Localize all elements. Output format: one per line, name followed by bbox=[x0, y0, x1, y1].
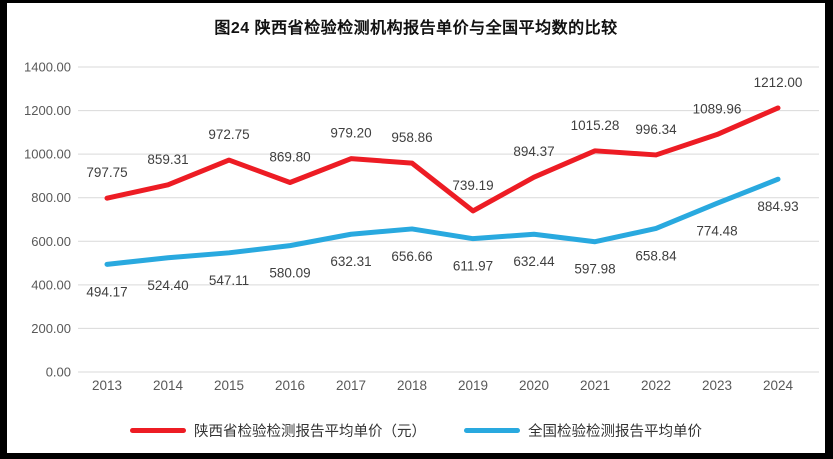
series-line-0 bbox=[104, 105, 781, 214]
y-tick-label: 800.00 bbox=[31, 190, 71, 205]
data-label-series0: 1212.00 bbox=[754, 75, 803, 90]
x-tick-label: 2023 bbox=[702, 378, 732, 393]
x-tick-label: 2018 bbox=[397, 378, 427, 393]
data-label-series0: 958.86 bbox=[391, 130, 432, 145]
legend-item-national: 全国检验检测报告平均单价 bbox=[464, 420, 702, 441]
legend-swatch-national bbox=[464, 428, 520, 433]
x-tick-label: 2016 bbox=[275, 378, 305, 393]
x-tick-label: 2020 bbox=[519, 378, 549, 393]
x-tick-label: 2015 bbox=[214, 378, 244, 393]
legend-swatch-shaanxi bbox=[130, 428, 186, 433]
data-label-series1: 774.48 bbox=[696, 223, 737, 238]
chart-legend: 陕西省检验检测报告平均单价（元） 全国检验检测报告平均单价 bbox=[7, 420, 825, 441]
data-label-series1: 632.44 bbox=[513, 254, 555, 269]
data-label-series1: 884.93 bbox=[757, 199, 798, 214]
data-label-series0: 996.34 bbox=[635, 122, 677, 137]
y-tick-label: 0.00 bbox=[46, 365, 71, 380]
data-label-series1: 658.84 bbox=[635, 248, 677, 263]
data-label-series0: 972.75 bbox=[208, 127, 249, 142]
y-tick-label: 200.00 bbox=[31, 321, 71, 336]
series-line-1 bbox=[104, 176, 781, 267]
y-tick-label: 400.00 bbox=[31, 277, 71, 292]
x-tick-label: 2021 bbox=[580, 378, 610, 393]
data-label-series1: 656.66 bbox=[391, 249, 432, 264]
data-label-series1: 524.40 bbox=[147, 278, 188, 293]
y-tick-label: 600.00 bbox=[31, 234, 71, 249]
data-label-series0: 859.31 bbox=[147, 152, 188, 167]
y-tick-label: 1400.00 bbox=[24, 60, 71, 75]
data-label-series1: 632.31 bbox=[330, 254, 371, 269]
data-label-series1: 494.17 bbox=[86, 284, 127, 299]
x-tick-label: 2013 bbox=[92, 378, 122, 393]
y-tick-label: 1200.00 bbox=[24, 103, 71, 118]
data-label-series1: 580.09 bbox=[269, 266, 310, 281]
chart-title: 图24 陕西省检验检测机构报告单价与全国平均数的比较 bbox=[214, 20, 618, 37]
data-label-series0: 797.75 bbox=[86, 165, 127, 180]
x-tick-label: 2014 bbox=[153, 378, 184, 393]
chart-canvas: 0.00 200.00 400.00 600.00 800.00 1000.00 1200.… bbox=[24, 60, 819, 393]
x-tick-label: 2022 bbox=[641, 378, 671, 393]
data-label-series0: 1089.96 bbox=[693, 102, 742, 117]
data-label-series1: 611.97 bbox=[453, 259, 493, 274]
legend-item-shaanxi: 陕西省检验检测报告平均单价（元） bbox=[130, 420, 426, 441]
data-label-series1: 547.11 bbox=[209, 273, 249, 288]
x-tick-label: 2024 bbox=[763, 378, 794, 393]
data-label-series0: 979.20 bbox=[330, 126, 371, 141]
data-label-series1: 597.98 bbox=[574, 262, 615, 277]
legend-label-national: 全国检验检测报告平均单价 bbox=[528, 424, 702, 440]
data-label-series0: 739.19 bbox=[452, 178, 493, 193]
data-label-series0: 869.80 bbox=[269, 150, 310, 165]
x-tick-label: 2019 bbox=[458, 378, 488, 393]
y-tick-label: 1000.00 bbox=[24, 147, 71, 162]
data-label-series0: 1015.28 bbox=[571, 118, 620, 133]
x-tick-label: 2017 bbox=[336, 378, 366, 393]
legend-label-shaanxi: 陕西省检验检测报告平均单价（元） bbox=[194, 424, 426, 440]
data-label-series0: 894.37 bbox=[513, 144, 554, 159]
